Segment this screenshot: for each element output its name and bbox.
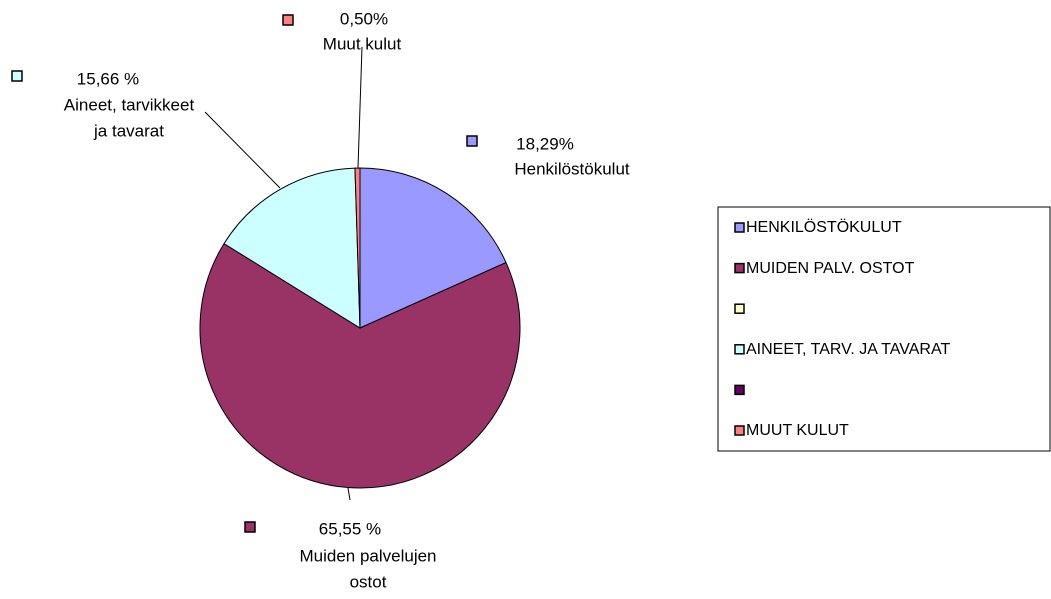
data-label-name: Muut kulut [323, 34, 402, 53]
legend-swatch [734, 303, 745, 314]
legend-swatch [734, 384, 745, 396]
legend: HENKILÖSTÖKULUT MUIDEN PALV. OSTOT AINEET,… [717, 206, 1051, 452]
data-label-name: ostot [350, 572, 387, 591]
label-marker [466, 135, 478, 147]
data-label-name: Muiden palvelujen [299, 546, 436, 565]
leader-line [347, 487, 351, 501]
label-marker [11, 70, 23, 82]
legend-label: AINEET, TARV. JA TAVARAT [746, 341, 950, 358]
pie-slice [223, 167, 361, 329]
data-label: 0,50% [340, 9, 388, 28]
data-label-name: Aineet, tarvikkeet [64, 95, 195, 114]
pie-slice [199, 242, 521, 489]
legend-label: MUUT KULUT [746, 422, 849, 439]
legend-label: MUIDEN PALV. OSTOT [746, 260, 915, 277]
data-label: 18,29% [516, 134, 574, 153]
data-label: 65,55 % [319, 519, 381, 538]
leader-line [204, 111, 281, 189]
pie-slice [354, 167, 361, 329]
data-label: 15,66 % [77, 69, 139, 88]
legend-label: HENKILÖSTÖKULUT [746, 218, 902, 236]
legend-swatch [734, 222, 745, 233]
legend-swatch [734, 425, 745, 436]
data-label-name: ja tavarat [93, 121, 164, 140]
data-label-name: Henkilöstökulut [514, 159, 630, 178]
legend-swatch [734, 262, 745, 274]
label-marker [244, 521, 256, 533]
label-marker [282, 14, 294, 26]
legend-box [717, 206, 1051, 452]
legend-swatch [734, 344, 745, 355]
pie-slice [359, 167, 507, 329]
leader-line [357, 46, 363, 169]
